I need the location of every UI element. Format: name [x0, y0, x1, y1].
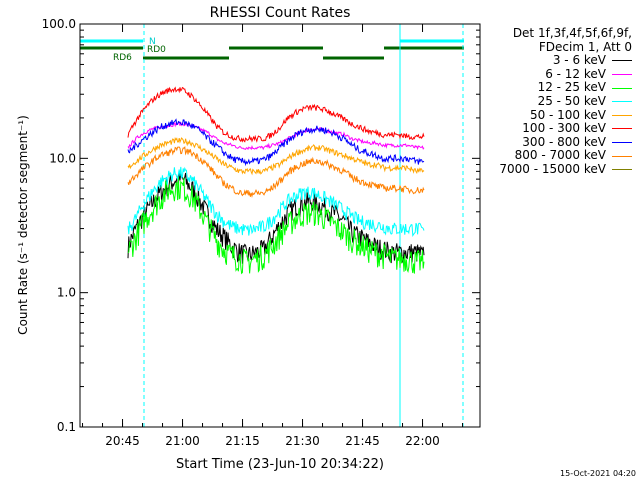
series-line-6 — [127, 118, 425, 167]
state-label-rd6: RD6 — [113, 53, 132, 63]
legend-entry: 7000 - 15000 keV — [432, 161, 632, 177]
axis-ticks: 20:45 21:00 21:15 21:30 21:45 22:00 0.1 1.0 10.0… — [42, 17, 480, 448]
plot-frame — [79, 23, 481, 428]
legend-label: 100 - 300 keV — [522, 121, 606, 136]
legend-label: 50 - 100 keV — [529, 107, 606, 122]
legend-swatch — [612, 169, 632, 171]
legend-header-line-2: FDecim 1, Att 0 — [538, 39, 632, 54]
legend-entry: 6 - 12 keV — [432, 66, 632, 82]
legend-swatch — [612, 87, 632, 89]
legend-entry: 100 - 300 keV — [432, 122, 632, 136]
y-tick-label: 0.1 — [57, 420, 76, 434]
y-axis-label: Count Rate (s⁻¹ detector segment⁻¹) — [16, 115, 30, 335]
legend-swatch — [612, 142, 632, 144]
legend-label: 25 - 50 keV — [537, 93, 606, 108]
legend-label: 800 - 7000 keV — [514, 148, 606, 163]
series-line-3 — [127, 166, 425, 237]
series-line-5 — [127, 86, 425, 143]
legend: Det 1f,3f,4f,5f,6f,9f, FDecim 1, Att 0 3… — [432, 26, 632, 177]
legend-swatch — [612, 60, 632, 62]
legend-header-line-1: Det 1f,3f,4f,5f,6f,9f, — [512, 26, 632, 40]
legend-entry: 3 - 6 keV — [432, 54, 632, 68]
legend-label: 3 - 6 keV — [552, 53, 606, 68]
series-line-2 — [127, 176, 425, 275]
timestamp-footer: 15-Oct-2021 04:20 — [560, 469, 636, 478]
state-label-rd0: RD0 — [147, 45, 166, 55]
x-tick-label: 20:45 — [105, 434, 140, 448]
legend-entry: 50 - 100 keV — [432, 107, 632, 123]
x-tick-label: 22:00 — [405, 434, 440, 448]
series-line-7 — [127, 145, 425, 198]
x-tick-label: 21:45 — [345, 434, 380, 448]
legend-swatch — [612, 101, 632, 103]
x-tick-label: 21:15 — [225, 434, 260, 448]
legend-entry: 300 - 800 keV — [432, 134, 632, 150]
legend-entry: 800 - 7000 keV — [432, 149, 632, 163]
y-tick-label: 10.0 — [49, 151, 76, 165]
state-label-n: N — [149, 37, 156, 47]
legend-swatch — [612, 155, 632, 157]
legend-entry: 25 - 50 keV — [432, 93, 632, 109]
x-tick-label: 21:00 — [165, 434, 200, 448]
series-layer — [127, 86, 425, 275]
legend-entries: 3 - 6 keV 6 - 12 keV 12 - 25 keV 25 - 50 ke… — [432, 54, 632, 176]
legend-label: 12 - 25 keV — [537, 80, 606, 95]
y-tick-label: 1.0 — [57, 286, 76, 300]
legend-label: 300 - 800 keV — [522, 134, 606, 149]
x-tick-label: 21:30 — [285, 434, 320, 448]
x-axis-label: Start Time (23-Jun-10 20:34:22) — [176, 457, 384, 472]
legend-label: 7000 - 15000 keV — [499, 161, 606, 176]
legend-label: 6 - 12 keV — [545, 66, 606, 81]
legend-swatch — [612, 114, 632, 116]
legend-swatch — [612, 74, 632, 76]
chart-title: RHESSI Count Rates — [210, 5, 351, 21]
y-tick-label: 100.0 — [42, 17, 76, 31]
legend-entry: 12 - 25 keV — [432, 81, 632, 95]
series-line-4 — [127, 137, 425, 176]
legend-swatch — [612, 128, 632, 130]
